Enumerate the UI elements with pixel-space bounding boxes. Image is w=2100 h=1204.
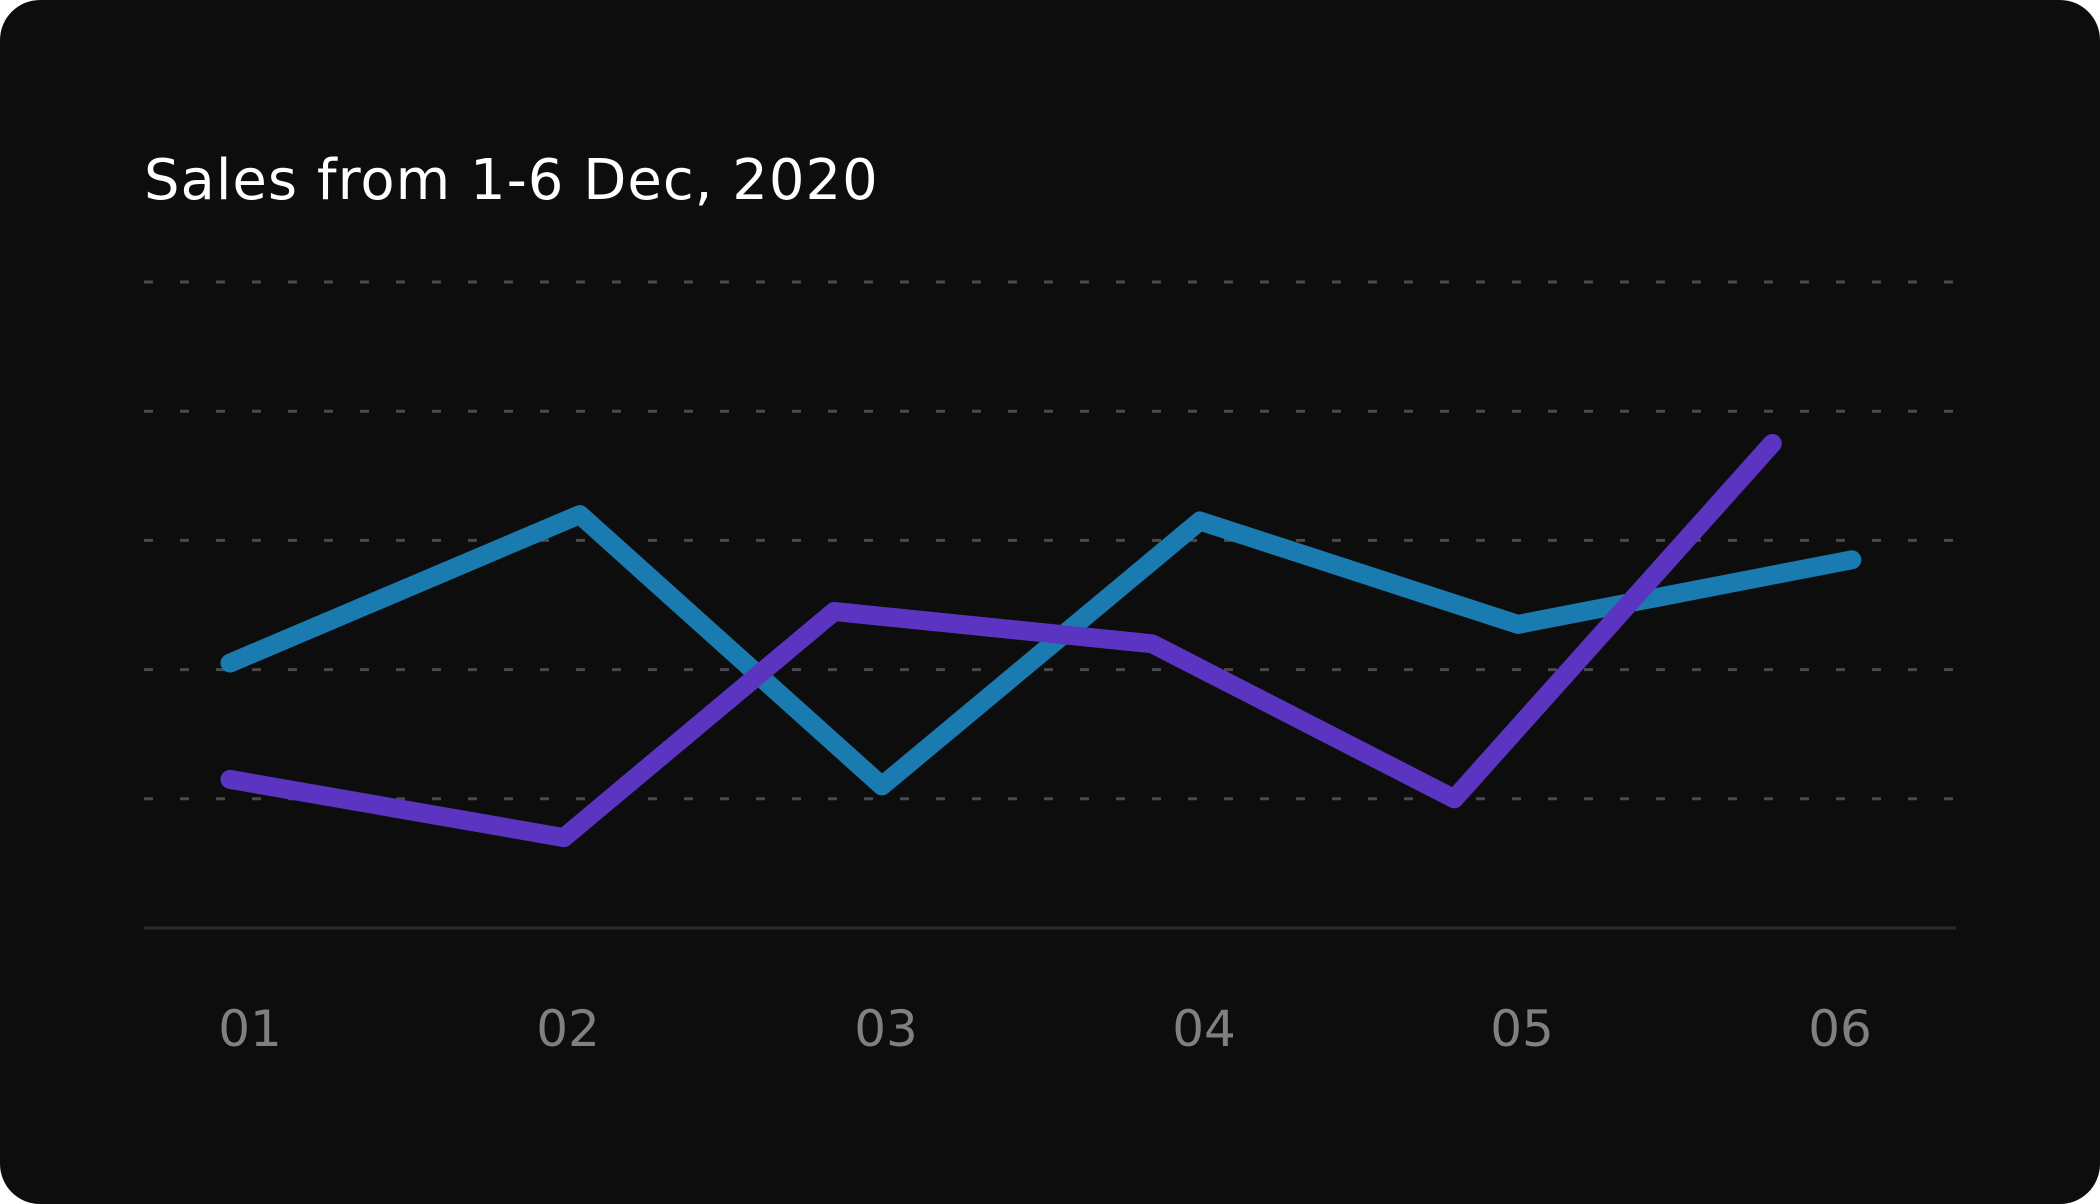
chart-title: Sales from 1-6 Dec, 2020 — [144, 148, 879, 213]
x-tick-label: 01 — [218, 1000, 282, 1058]
grid-lines — [144, 280, 1956, 930]
x-tick-label: 05 — [1490, 1000, 1554, 1058]
x-axis-tick-labels: 01 02 03 04 05 06 — [218, 1000, 1872, 1058]
series-line-1 — [220, 505, 1862, 796]
x-tick-label: 02 — [536, 1000, 600, 1058]
series-lines — [220, 434, 1862, 848]
x-tick-label: 04 — [1172, 1000, 1236, 1058]
x-tick-label: 06 — [1808, 1000, 1872, 1058]
x-tick-label: 03 — [854, 1000, 918, 1058]
series-line-2 — [220, 434, 1782, 848]
